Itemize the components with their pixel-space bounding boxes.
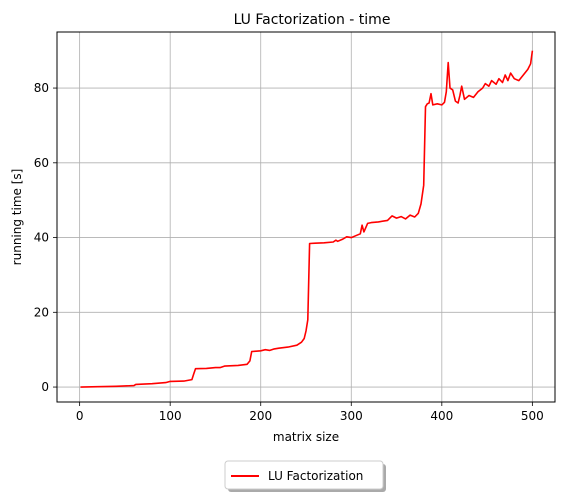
- x-axis-ticks: 0 100 200 300 400 500: [76, 402, 544, 423]
- chart-title: LU Factorization - time: [234, 12, 391, 28]
- x-tick-label: 0: [76, 409, 84, 423]
- x-tick-label: 200: [249, 409, 272, 423]
- y-tick-label: 0: [41, 380, 49, 394]
- y-tick-label: 60: [34, 156, 49, 170]
- y-tick-label: 20: [34, 305, 49, 319]
- y-tick-label: 40: [34, 231, 49, 245]
- x-tick-label: 100: [159, 409, 182, 423]
- plot-frame: [56, 31, 556, 403]
- x-tick-label: 500: [521, 409, 544, 423]
- x-tick-label: 400: [430, 409, 453, 423]
- y-axis-ticks: 0 20 40 60 80: [34, 81, 57, 394]
- x-tick-label: 300: [340, 409, 363, 423]
- grid-lines: [57, 32, 555, 402]
- legend: LU Factorization: [224, 460, 386, 492]
- series-layer: [80, 50, 534, 388]
- x-axis-label: matrix size: [273, 430, 339, 444]
- legend-label: LU Factorization: [268, 469, 363, 483]
- y-tick-label: 80: [34, 81, 49, 95]
- legend-box: [224, 460, 384, 490]
- y-axis-label: running time [s]: [10, 169, 24, 266]
- series-line-lu-factorization: [80, 50, 534, 388]
